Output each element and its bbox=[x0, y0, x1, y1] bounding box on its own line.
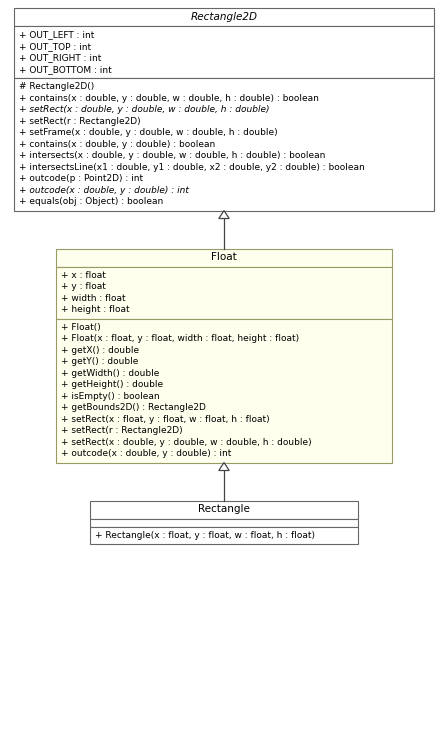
Text: Float: Float bbox=[211, 253, 237, 262]
Bar bbox=[14, 78, 434, 211]
Text: + getBounds2D() : Rectangle2D: + getBounds2D() : Rectangle2D bbox=[61, 403, 206, 412]
Bar bbox=[56, 248, 392, 267]
Text: + getHeight() : double: + getHeight() : double bbox=[61, 381, 163, 389]
Text: + setFrame(x : double, y : double, w : double, h : double): + setFrame(x : double, y : double, w : d… bbox=[19, 129, 278, 137]
Text: + intersectsLine(x1 : double, y1 : double, x2 : double, y2 : double) : boolean: + intersectsLine(x1 : double, y1 : doubl… bbox=[19, 163, 365, 171]
Text: + setRect(x : double, y : double, w : double, h : double): + setRect(x : double, y : double, w : do… bbox=[19, 105, 270, 115]
Bar bbox=[90, 500, 358, 519]
Polygon shape bbox=[219, 463, 229, 471]
Text: + setRect(x : float, y : float, w : float, h : float): + setRect(x : float, y : float, w : floa… bbox=[61, 415, 270, 423]
Bar bbox=[90, 526, 358, 544]
Text: + width : float: + width : float bbox=[61, 293, 125, 303]
Text: + outcode(x : double, y : double) : int: + outcode(x : double, y : double) : int bbox=[61, 449, 231, 458]
Text: + x : float: + x : float bbox=[61, 270, 106, 280]
Text: + OUT_LEFT : int: + OUT_LEFT : int bbox=[19, 30, 95, 39]
Text: + Float(x : float, y : float, width : float, height : float): + Float(x : float, y : float, width : fl… bbox=[61, 334, 299, 343]
Bar bbox=[90, 519, 358, 526]
Polygon shape bbox=[219, 211, 229, 219]
Text: + intersects(x : double, y : double, w : double, h : double) : boolean: + intersects(x : double, y : double, w :… bbox=[19, 151, 325, 160]
Text: + Rectangle(x : float, y : float, w : float, h : float): + Rectangle(x : float, y : float, w : fl… bbox=[95, 531, 315, 539]
Text: + OUT_BOTTOM : int: + OUT_BOTTOM : int bbox=[19, 65, 112, 74]
Text: Rectangle2D: Rectangle2D bbox=[190, 12, 258, 22]
Text: + contains(x : double, y : double, w : double, h : double) : boolean: + contains(x : double, y : double, w : d… bbox=[19, 94, 319, 103]
Bar bbox=[14, 8, 434, 26]
Text: + outcode(x : double, y : double) : int: + outcode(x : double, y : double) : int bbox=[19, 185, 189, 195]
Text: + OUT_RIGHT : int: + OUT_RIGHT : int bbox=[19, 53, 101, 62]
Text: + y : float: + y : float bbox=[61, 282, 106, 291]
Bar bbox=[56, 267, 392, 319]
Text: + outcode(p : Point2D) : int: + outcode(p : Point2D) : int bbox=[19, 174, 143, 183]
Text: + equals(obj : Object) : boolean: + equals(obj : Object) : boolean bbox=[19, 197, 163, 206]
Text: + getWidth() : double: + getWidth() : double bbox=[61, 369, 159, 378]
Text: + getX() : double: + getX() : double bbox=[61, 346, 139, 355]
Text: # Rectangle2D(): # Rectangle2D() bbox=[19, 82, 94, 91]
Bar bbox=[14, 26, 434, 78]
Text: + height : float: + height : float bbox=[61, 305, 129, 314]
Text: + setRect(r : Rectangle2D): + setRect(r : Rectangle2D) bbox=[61, 426, 183, 435]
Text: + contains(x : double, y : double) : boolean: + contains(x : double, y : double) : boo… bbox=[19, 140, 215, 149]
Text: + Float(): + Float() bbox=[61, 323, 101, 332]
Text: + getY() : double: + getY() : double bbox=[61, 357, 138, 367]
Text: + isEmpty() : boolean: + isEmpty() : boolean bbox=[61, 392, 159, 401]
Text: Rectangle: Rectangle bbox=[198, 505, 250, 514]
Text: + setRect(x : double, y : double, w : double, h : double): + setRect(x : double, y : double, w : do… bbox=[61, 437, 312, 447]
Bar bbox=[56, 319, 392, 463]
Text: + OUT_TOP : int: + OUT_TOP : int bbox=[19, 41, 91, 51]
Text: + setRect(r : Rectangle2D): + setRect(r : Rectangle2D) bbox=[19, 117, 141, 126]
